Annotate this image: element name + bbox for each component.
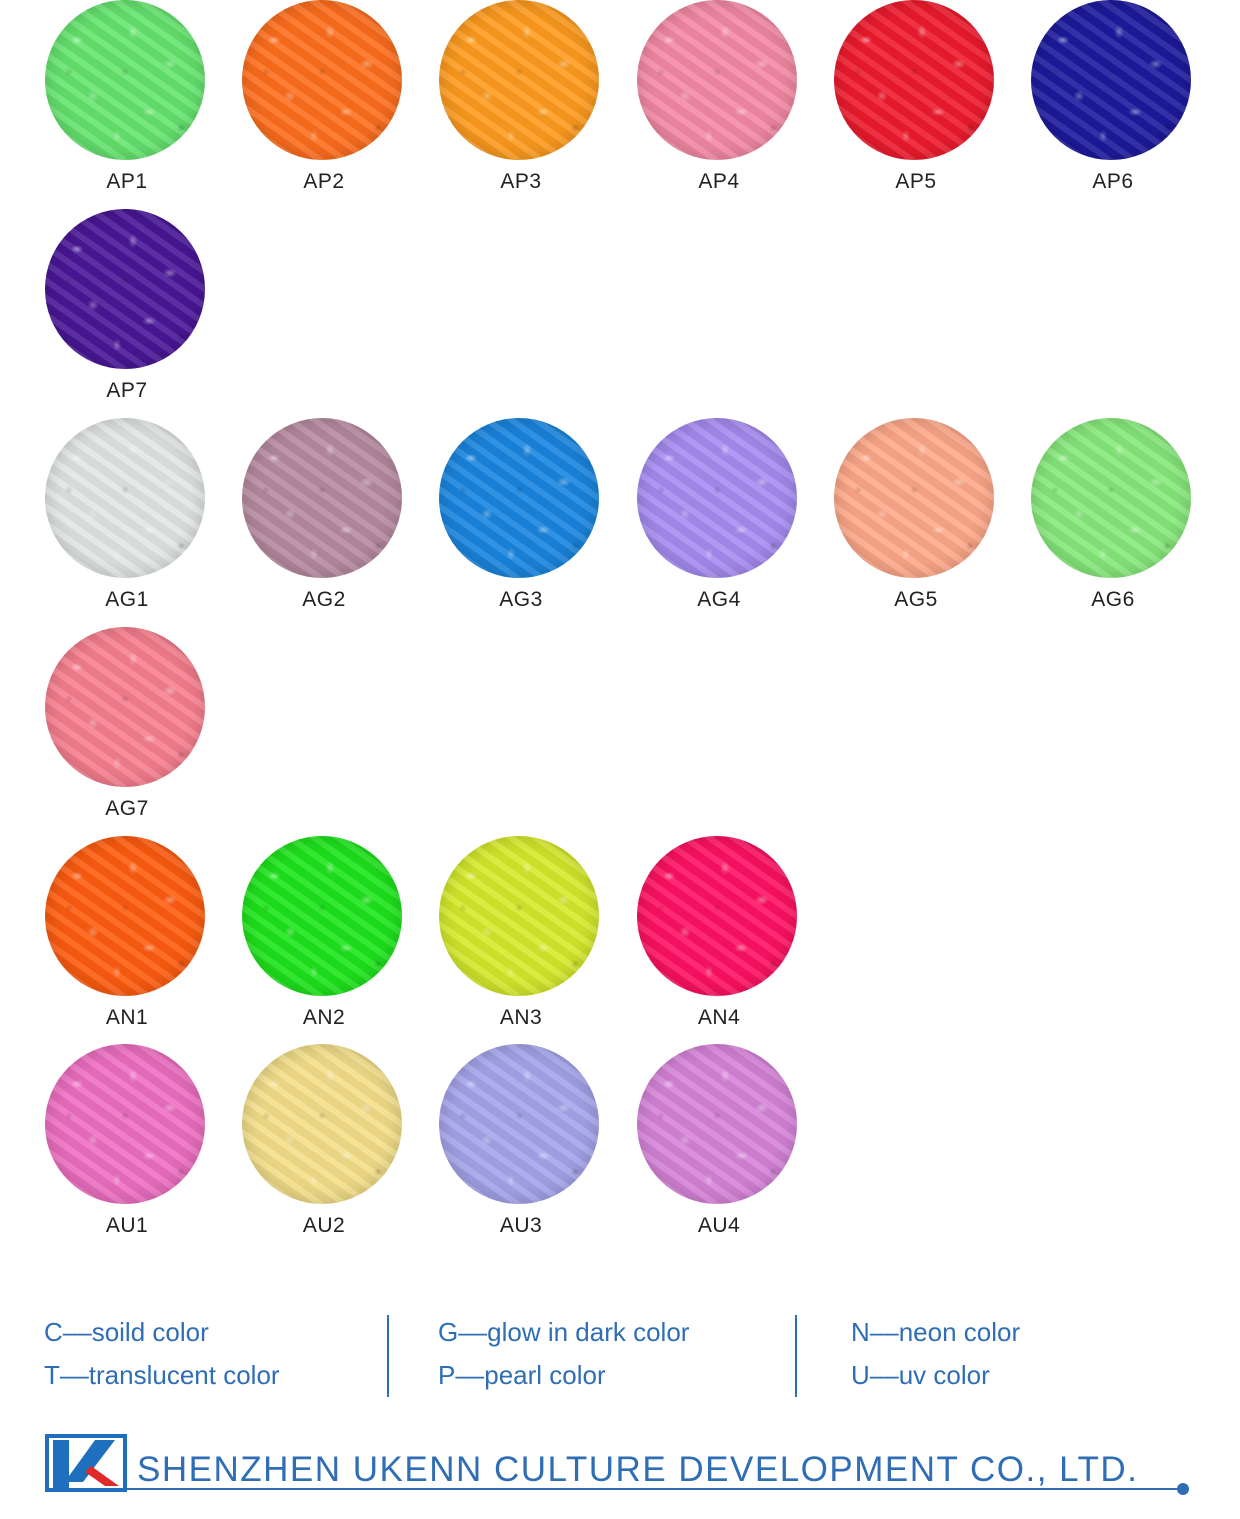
swatch-ap6: AP6 xyxy=(1031,0,1195,200)
company-underline xyxy=(127,1488,1183,1490)
bead-color-circle xyxy=(1031,0,1191,160)
logo-u-shape xyxy=(53,1440,115,1488)
bead-color-circle xyxy=(45,0,205,160)
swatch-code: AN4 xyxy=(697,1006,741,1029)
swatch-code: AP5 xyxy=(895,170,937,193)
swatch-an2: AN2 xyxy=(242,836,406,1036)
bead-color-circle xyxy=(45,836,205,996)
swatch-code: AP1 xyxy=(106,170,148,193)
swatch-ag4: AG4 xyxy=(637,418,801,618)
bead-color-circle xyxy=(637,1044,797,1204)
bead-color-circle xyxy=(242,418,402,578)
swatch-an3: AN3 xyxy=(439,836,603,1036)
swatch-au4: AU4 xyxy=(637,1044,801,1244)
bead-color-circle xyxy=(834,418,994,578)
swatch-code: AP6 xyxy=(1092,170,1134,193)
legend-pearl: P––pearl color xyxy=(438,1360,606,1390)
legend-neon: N––neon color xyxy=(851,1317,1021,1347)
swatch-au2: AU2 xyxy=(242,1044,406,1244)
swatch-au3: AU3 xyxy=(439,1044,603,1244)
bead-color-circle xyxy=(439,836,599,996)
swatch-an4: AN4 xyxy=(637,836,801,1036)
bead-color-circle xyxy=(637,836,797,996)
bead-color-circle xyxy=(637,0,797,160)
swatch-code: AU2 xyxy=(302,1214,346,1237)
swatch-ap3: AP3 xyxy=(439,0,603,200)
swatch-code: AN1 xyxy=(105,1006,149,1029)
swatch-code: AP7 xyxy=(106,379,148,402)
bead-color-circle xyxy=(637,418,797,578)
bead-color-circle xyxy=(242,1044,402,1204)
swatch-code: AU4 xyxy=(697,1214,741,1237)
swatch-code: AG6 xyxy=(1091,588,1135,611)
swatch-ag2: AG2 xyxy=(242,418,406,618)
legend-divider xyxy=(795,1315,797,1397)
bead-color-circle xyxy=(439,1044,599,1204)
swatch-code: AG3 xyxy=(499,588,543,611)
swatch-ap5: AP5 xyxy=(834,0,998,200)
swatch-au1: AU1 xyxy=(45,1044,209,1244)
bead-color-circle xyxy=(439,418,599,578)
swatch-ag6: AG6 xyxy=(1031,418,1195,618)
swatch-code: AG2 xyxy=(302,588,346,611)
swatch-ap4: AP4 xyxy=(637,0,801,200)
swatch-an1: AN1 xyxy=(45,836,209,1036)
swatch-code: AG4 xyxy=(697,588,741,611)
bead-color-circle xyxy=(834,0,994,160)
legend-solid: C––soild color xyxy=(44,1317,209,1347)
swatch-code: AP2 xyxy=(303,170,345,193)
legend-translucent: T––translucent color xyxy=(44,1360,280,1390)
swatch-code: AP3 xyxy=(500,170,542,193)
bead-color-circle xyxy=(45,627,205,787)
bead-color-circle xyxy=(45,418,205,578)
swatch-ap2: AP2 xyxy=(242,0,406,200)
bead-color-circle xyxy=(242,0,402,160)
swatch-code: AG7 xyxy=(105,797,149,820)
company-name: SHENZHEN UKENN CULTURE DEVELOPMENT CO., … xyxy=(137,1450,1139,1489)
swatch-ag7: AG7 xyxy=(45,627,209,827)
logo-k-leg xyxy=(85,1466,119,1486)
company-logo xyxy=(45,1434,127,1492)
bead-color-circle xyxy=(1031,418,1191,578)
bead-color-circle xyxy=(439,0,599,160)
swatch-code: AU1 xyxy=(105,1214,149,1237)
swatch-code: AG5 xyxy=(894,588,938,611)
swatch-code: AN2 xyxy=(302,1006,346,1029)
legend-uv: U––uv color xyxy=(851,1360,990,1390)
swatch-ap7: AP7 xyxy=(45,209,209,409)
company-underline-dot xyxy=(1177,1483,1189,1495)
swatch-ag3: AG3 xyxy=(439,418,603,618)
swatch-ap1: AP1 xyxy=(45,0,209,200)
bead-color-circle xyxy=(242,836,402,996)
legend-glow: G––glow in dark color xyxy=(438,1317,690,1347)
swatch-code: AP4 xyxy=(698,170,740,193)
swatch-ag5: AG5 xyxy=(834,418,998,618)
legend-divider xyxy=(387,1315,389,1397)
swatch-code: AN3 xyxy=(499,1006,543,1029)
swatch-code: AG1 xyxy=(105,588,149,611)
bead-color-circle xyxy=(45,1044,205,1204)
swatch-ag1: AG1 xyxy=(45,418,209,618)
swatch-code: AU3 xyxy=(499,1214,543,1237)
bead-color-circle xyxy=(45,209,205,369)
